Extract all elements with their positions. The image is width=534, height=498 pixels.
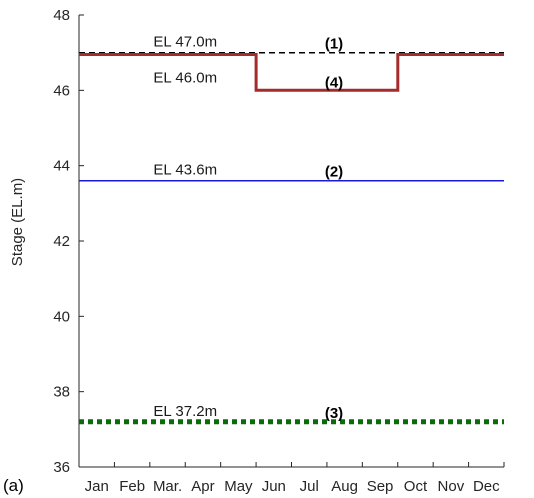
annotation-line2-tag: (2) [325,164,343,181]
annotation-line1-tag: (1) [325,36,343,53]
series-line4 [79,53,504,92]
x-tick-label: Aug [331,478,358,495]
y-tick-label: 38 [53,384,70,401]
y-tick-label: 46 [53,82,70,99]
panel-label: (a) [3,476,24,495]
x-tick-label: Sep [367,478,394,495]
annotation-line3-label: EL 37.2m [153,403,217,420]
x-tick-label: Dec [473,478,500,495]
x-tick-label: Apr [191,478,214,495]
annotation-line3-tag: (3) [325,405,343,422]
x-tick-label: Jun [262,478,286,495]
y-axis-label: Stage (EL.m) [9,178,26,266]
x-tick-label: Nov [438,478,465,495]
annotation-line4-tag: (4) [325,74,343,91]
plot-area: 36 38 40 42 44 46 48 Jan Feb Mar. Apr May Jun Jul Aug S… [53,7,505,495]
x-tick-label: Mar. [153,478,182,495]
x-tick-label: Oct [404,478,428,495]
x-tick-label: Jan [85,478,109,495]
annotation-line1-label: EL 47.0m [153,34,217,51]
x-tick-label: Jul [300,478,319,495]
annotation-line4-label: EL 46.0m [153,69,217,86]
y-tick-label: 44 [53,158,70,175]
annotation-line2-label: EL 43.6m [153,162,217,179]
y-tick-label: 36 [53,459,70,476]
x-tick-label: Feb [119,478,145,495]
x-tick-label: May [224,478,253,495]
y-tick-label: 48 [53,7,70,24]
y-tick-label: 40 [53,308,70,325]
y-tick-label: 42 [53,233,70,250]
